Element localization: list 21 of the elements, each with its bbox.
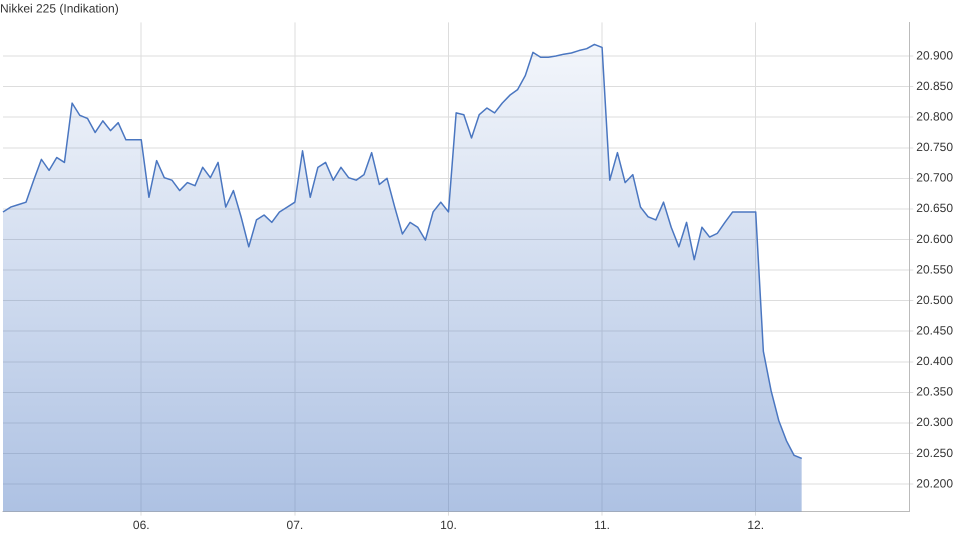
x-tick-label: 10. xyxy=(440,518,457,532)
y-tick-label: 20.200 xyxy=(916,476,954,490)
y-tick-label: 20.800 xyxy=(916,109,954,124)
y-tick-label: 20.900 xyxy=(916,48,954,62)
y-tick-label: 20.500 xyxy=(916,292,954,307)
x-tick-label: 12. xyxy=(747,518,764,532)
x-tick-label: 11. xyxy=(594,518,610,532)
y-tick-label: 20.350 xyxy=(916,384,954,399)
y-tick-label: 20.850 xyxy=(916,78,954,93)
chart-title: Nikkei 225 (Indikation) xyxy=(0,2,119,16)
y-tick-label: 20.600 xyxy=(916,232,954,246)
y-tick-label: 20.250 xyxy=(916,446,954,460)
y-tick-label: 20.400 xyxy=(916,354,954,368)
y-tick-label: 20.450 xyxy=(916,324,954,338)
y-tick-label: 20.650 xyxy=(916,201,954,216)
y-tick-label: 20.550 xyxy=(916,262,954,276)
x-tick-label: 07. xyxy=(286,518,304,532)
y-tick-label: 20.750 xyxy=(916,140,954,154)
x-tick-label: 06. xyxy=(132,518,150,532)
y-tick-label: 20.700 xyxy=(916,170,954,185)
y-tick-label: 20.300 xyxy=(916,415,954,430)
